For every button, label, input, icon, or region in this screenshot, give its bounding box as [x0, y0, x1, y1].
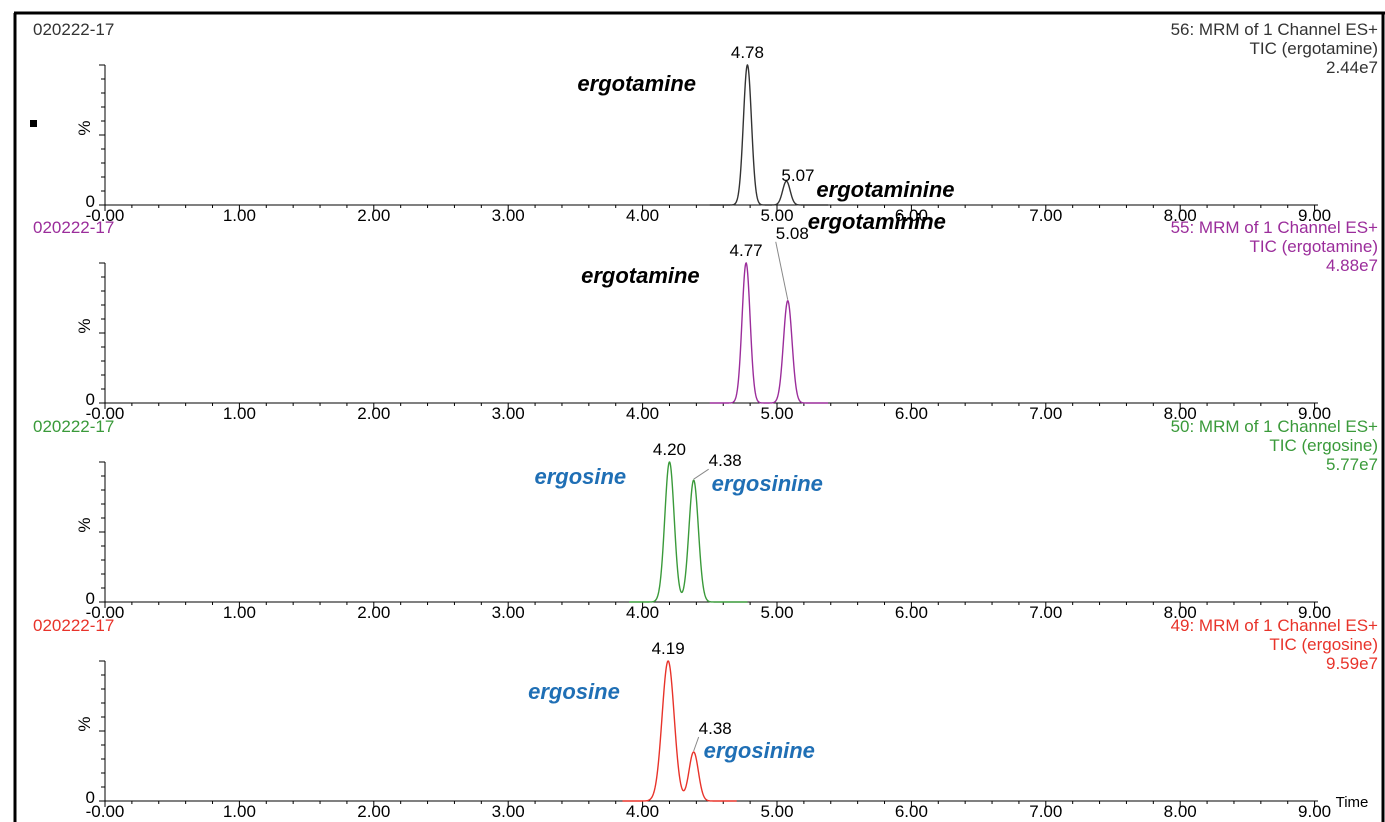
peak-leader-line: [775, 241, 789, 300]
x-tick-label: 1.00: [223, 802, 256, 821]
x-tick-label: -0.00: [86, 802, 125, 821]
x-tick-label: 8.00: [1164, 603, 1197, 622]
intensity-label: 2.44e7: [1326, 58, 1378, 77]
peak-rt-label: 4.20: [653, 440, 686, 459]
marker-square: [30, 120, 37, 127]
tic-label: TIC (ergosine): [1269, 436, 1378, 455]
y-axis-label: %: [75, 716, 94, 731]
x-axis-label: Time: [1336, 794, 1369, 811]
compound-label: ergosinine: [712, 471, 823, 496]
peak-rt-label: 4.78: [731, 43, 764, 62]
compound-label: ergotaminine: [816, 177, 954, 202]
y-axis-label: %: [75, 517, 94, 532]
compound-label: ergotamine: [581, 263, 700, 288]
sample-id-label: 020222-17: [33, 218, 114, 237]
x-tick-label: 9.00: [1298, 404, 1331, 423]
x-tick-label: 9.00: [1298, 802, 1331, 821]
x-tick-label: 6.00: [895, 802, 928, 821]
y-zero-label: 0: [86, 589, 95, 608]
y-axis-label: %: [75, 120, 94, 135]
x-tick-label: 6.00: [895, 206, 928, 225]
intensity-label: 5.77e7: [1326, 455, 1378, 474]
intensity-label: 9.59e7: [1326, 654, 1378, 673]
x-tick-label: 2.00: [357, 206, 390, 225]
peak-rt-label: 4.38: [699, 719, 732, 738]
sample-id-label: 020222-17: [33, 20, 114, 39]
x-tick-label: 8.00: [1164, 404, 1197, 423]
x-tick-label: 7.00: [1029, 802, 1062, 821]
x-tick-label: 2.00: [357, 802, 390, 821]
tic-label: TIC (ergosine): [1269, 635, 1378, 654]
y-zero-label: 0: [86, 788, 95, 807]
channel-label: 56: MRM of 1 Channel ES+: [1171, 20, 1378, 39]
x-tick-label: 1.00: [223, 603, 256, 622]
y-zero-label: 0: [86, 192, 95, 211]
x-tick-label: 7.00: [1029, 404, 1062, 423]
compound-label: ergosinine: [704, 738, 815, 763]
compound-label: ergotaminine: [808, 209, 946, 234]
channel-label: 50: MRM of 1 Channel ES+: [1171, 417, 1378, 436]
x-tick-label: 3.00: [492, 404, 525, 423]
x-tick-label: 2.00: [357, 404, 390, 423]
tic-label: TIC (ergotamine): [1250, 237, 1378, 256]
peak-leader-line: [693, 468, 709, 480]
peak-rt-label: 5.08: [776, 224, 809, 243]
chromatogram-trace: [709, 64, 829, 206]
chromatogram-trace: [622, 660, 737, 802]
x-tick-label: 5.00: [760, 802, 793, 821]
x-tick-label: 1.00: [223, 206, 256, 225]
compound-label: ergosine: [534, 464, 626, 489]
x-tick-label: 1.00: [223, 404, 256, 423]
x-tick-label: 4.00: [626, 603, 659, 622]
sample-id-label: 020222-17: [33, 616, 114, 635]
x-tick-label: -0.00: [86, 603, 125, 622]
x-tick-label: 6.00: [895, 603, 928, 622]
peak-rt-label: 5.07: [781, 166, 814, 185]
peak-rt-label: 4.19: [652, 639, 685, 658]
chromatogram-trace: [709, 262, 829, 404]
x-tick-label: 5.00: [760, 404, 793, 423]
compound-label: ergotamine: [577, 71, 696, 96]
x-tick-label: 3.00: [492, 603, 525, 622]
sample-id-label: 020222-17: [33, 417, 114, 436]
y-axis-label: %: [75, 318, 94, 333]
x-tick-label: -0.00: [86, 404, 125, 423]
peak-rt-label: 4.77: [730, 241, 763, 260]
intensity-label: 4.88e7: [1326, 256, 1378, 275]
channel-label: 55: MRM of 1 Channel ES+: [1171, 218, 1378, 237]
x-tick-label: 4.00: [626, 206, 659, 225]
compound-label: ergosine: [528, 679, 620, 704]
x-tick-label: 7.00: [1029, 206, 1062, 225]
x-tick-label: 9.00: [1298, 603, 1331, 622]
tic-label: TIC (ergotamine): [1250, 39, 1378, 58]
x-tick-label: 8.00: [1164, 206, 1197, 225]
x-tick-label: 5.00: [760, 603, 793, 622]
x-tick-label: 4.00: [626, 404, 659, 423]
x-tick-label: 2.00: [357, 603, 390, 622]
peak-rt-label: 4.38: [709, 451, 742, 470]
chromatogram-trace: [629, 461, 748, 603]
x-tick-label: 8.00: [1164, 802, 1197, 821]
x-tick-label: 9.00: [1298, 206, 1331, 225]
x-tick-label: 3.00: [492, 206, 525, 225]
x-tick-label: 6.00: [895, 404, 928, 423]
peak-leader-line: [693, 736, 700, 752]
x-tick-label: 4.00: [626, 802, 659, 821]
x-tick-label: 5.00: [760, 206, 793, 225]
x-tick-label: 3.00: [492, 802, 525, 821]
y-zero-label: 0: [86, 390, 95, 409]
x-tick-label: -0.00: [86, 206, 125, 225]
channel-label: 49: MRM of 1 Channel ES+: [1171, 616, 1378, 635]
x-tick-label: 7.00: [1029, 603, 1062, 622]
